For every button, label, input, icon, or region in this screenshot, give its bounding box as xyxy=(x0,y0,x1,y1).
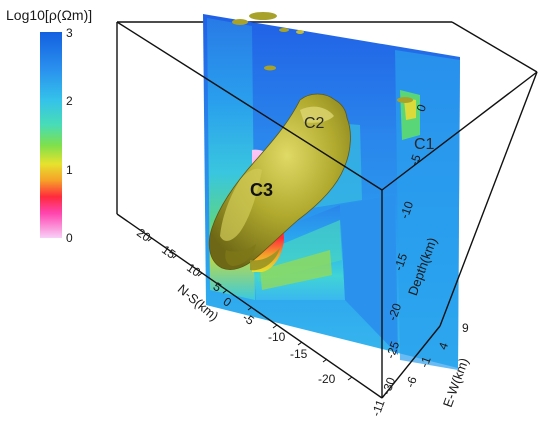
anomaly-label-c2: C2 xyxy=(304,115,325,132)
colorbar-tick-2: 2 xyxy=(66,94,73,108)
ns-axis-ticks xyxy=(147,237,353,381)
model-box-back xyxy=(116,21,538,214)
ns-tick: -15 xyxy=(290,347,308,361)
ns-tick: -10 xyxy=(268,330,286,344)
colorbar xyxy=(40,32,62,238)
ew-slice xyxy=(252,195,398,355)
colorbar-tick-0: 0 xyxy=(66,231,73,245)
colorbar-title: Log10[ρ(Ωm)] xyxy=(6,7,93,23)
colorbar-tick-1: 1 xyxy=(66,163,73,177)
colorbar-tick-3: 3 xyxy=(66,26,73,40)
isosurface-body xyxy=(208,12,413,271)
anomaly-label-c1: C1 xyxy=(414,136,435,153)
ew-tick: 9 xyxy=(462,321,469,335)
anomaly-label-c3: C3 xyxy=(250,180,274,200)
model-box-front xyxy=(116,21,538,399)
ns-tick: -20 xyxy=(318,372,336,386)
